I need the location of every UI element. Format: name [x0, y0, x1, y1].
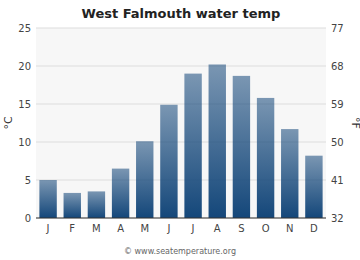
x-tick-label: J: [166, 223, 170, 234]
bar: [160, 105, 177, 218]
x-tick-label: S: [238, 223, 244, 234]
y2-axis-label: °F: [349, 117, 360, 129]
y2-tick-label: 77: [331, 23, 344, 34]
annotation: © www.seatemperature.org: [124, 247, 236, 256]
x-axis-line: [36, 218, 326, 219]
bar: [233, 76, 250, 218]
plot-background: [36, 28, 326, 218]
y2-tick-label: 50: [331, 137, 344, 148]
grid-line: [36, 104, 326, 105]
bar: [112, 169, 129, 218]
x-tick-label: F: [69, 223, 75, 234]
x-tick-label: A: [117, 223, 124, 234]
chart: 0 5 10 15 20 25 32 41 50 59 68 77 J F M A M J J A S O N D West F…: [0, 0, 360, 260]
y2-tick-label: 32: [331, 213, 344, 224]
grid-line: [36, 218, 326, 219]
bar: [88, 191, 105, 218]
x-tick-label: M: [140, 223, 149, 234]
x-tick-label: N: [286, 223, 293, 234]
bar: [39, 180, 56, 218]
bars: [39, 64, 322, 218]
bar: [305, 156, 322, 218]
x-tick-label: M: [92, 223, 101, 234]
chart-container: 0 5 10 15 20 25 32 41 50 59 68 77 J F M A M J J A S O N D West F…: [0, 0, 360, 260]
y2-tick-label: 59: [331, 99, 344, 110]
bar: [281, 129, 298, 218]
x-tick-label: J: [191, 223, 195, 234]
y2-tick-label: 41: [331, 175, 344, 186]
x-tick-label: J: [46, 223, 50, 234]
x-tick-label: O: [262, 223, 270, 234]
y-axis-label: °C: [2, 116, 15, 130]
title: West Falmouth water temp: [82, 6, 281, 21]
y-tick-label: 20: [18, 61, 31, 72]
y-tick-label: 10: [18, 137, 31, 148]
y-tick-label: 25: [18, 23, 31, 34]
bar: [209, 64, 226, 218]
bar: [64, 193, 81, 218]
y2-tick-label: 68: [331, 61, 344, 72]
grid-line: [36, 28, 326, 29]
y-tick-label: 5: [25, 175, 31, 186]
grid-line: [36, 66, 326, 67]
y-tick-label: 0: [25, 213, 31, 224]
bar: [136, 141, 153, 218]
x-tick-label: D: [310, 223, 318, 234]
bar: [257, 98, 274, 218]
x-tick-label: A: [214, 223, 221, 234]
y-tick-label: 15: [18, 99, 31, 110]
bar: [184, 74, 201, 218]
